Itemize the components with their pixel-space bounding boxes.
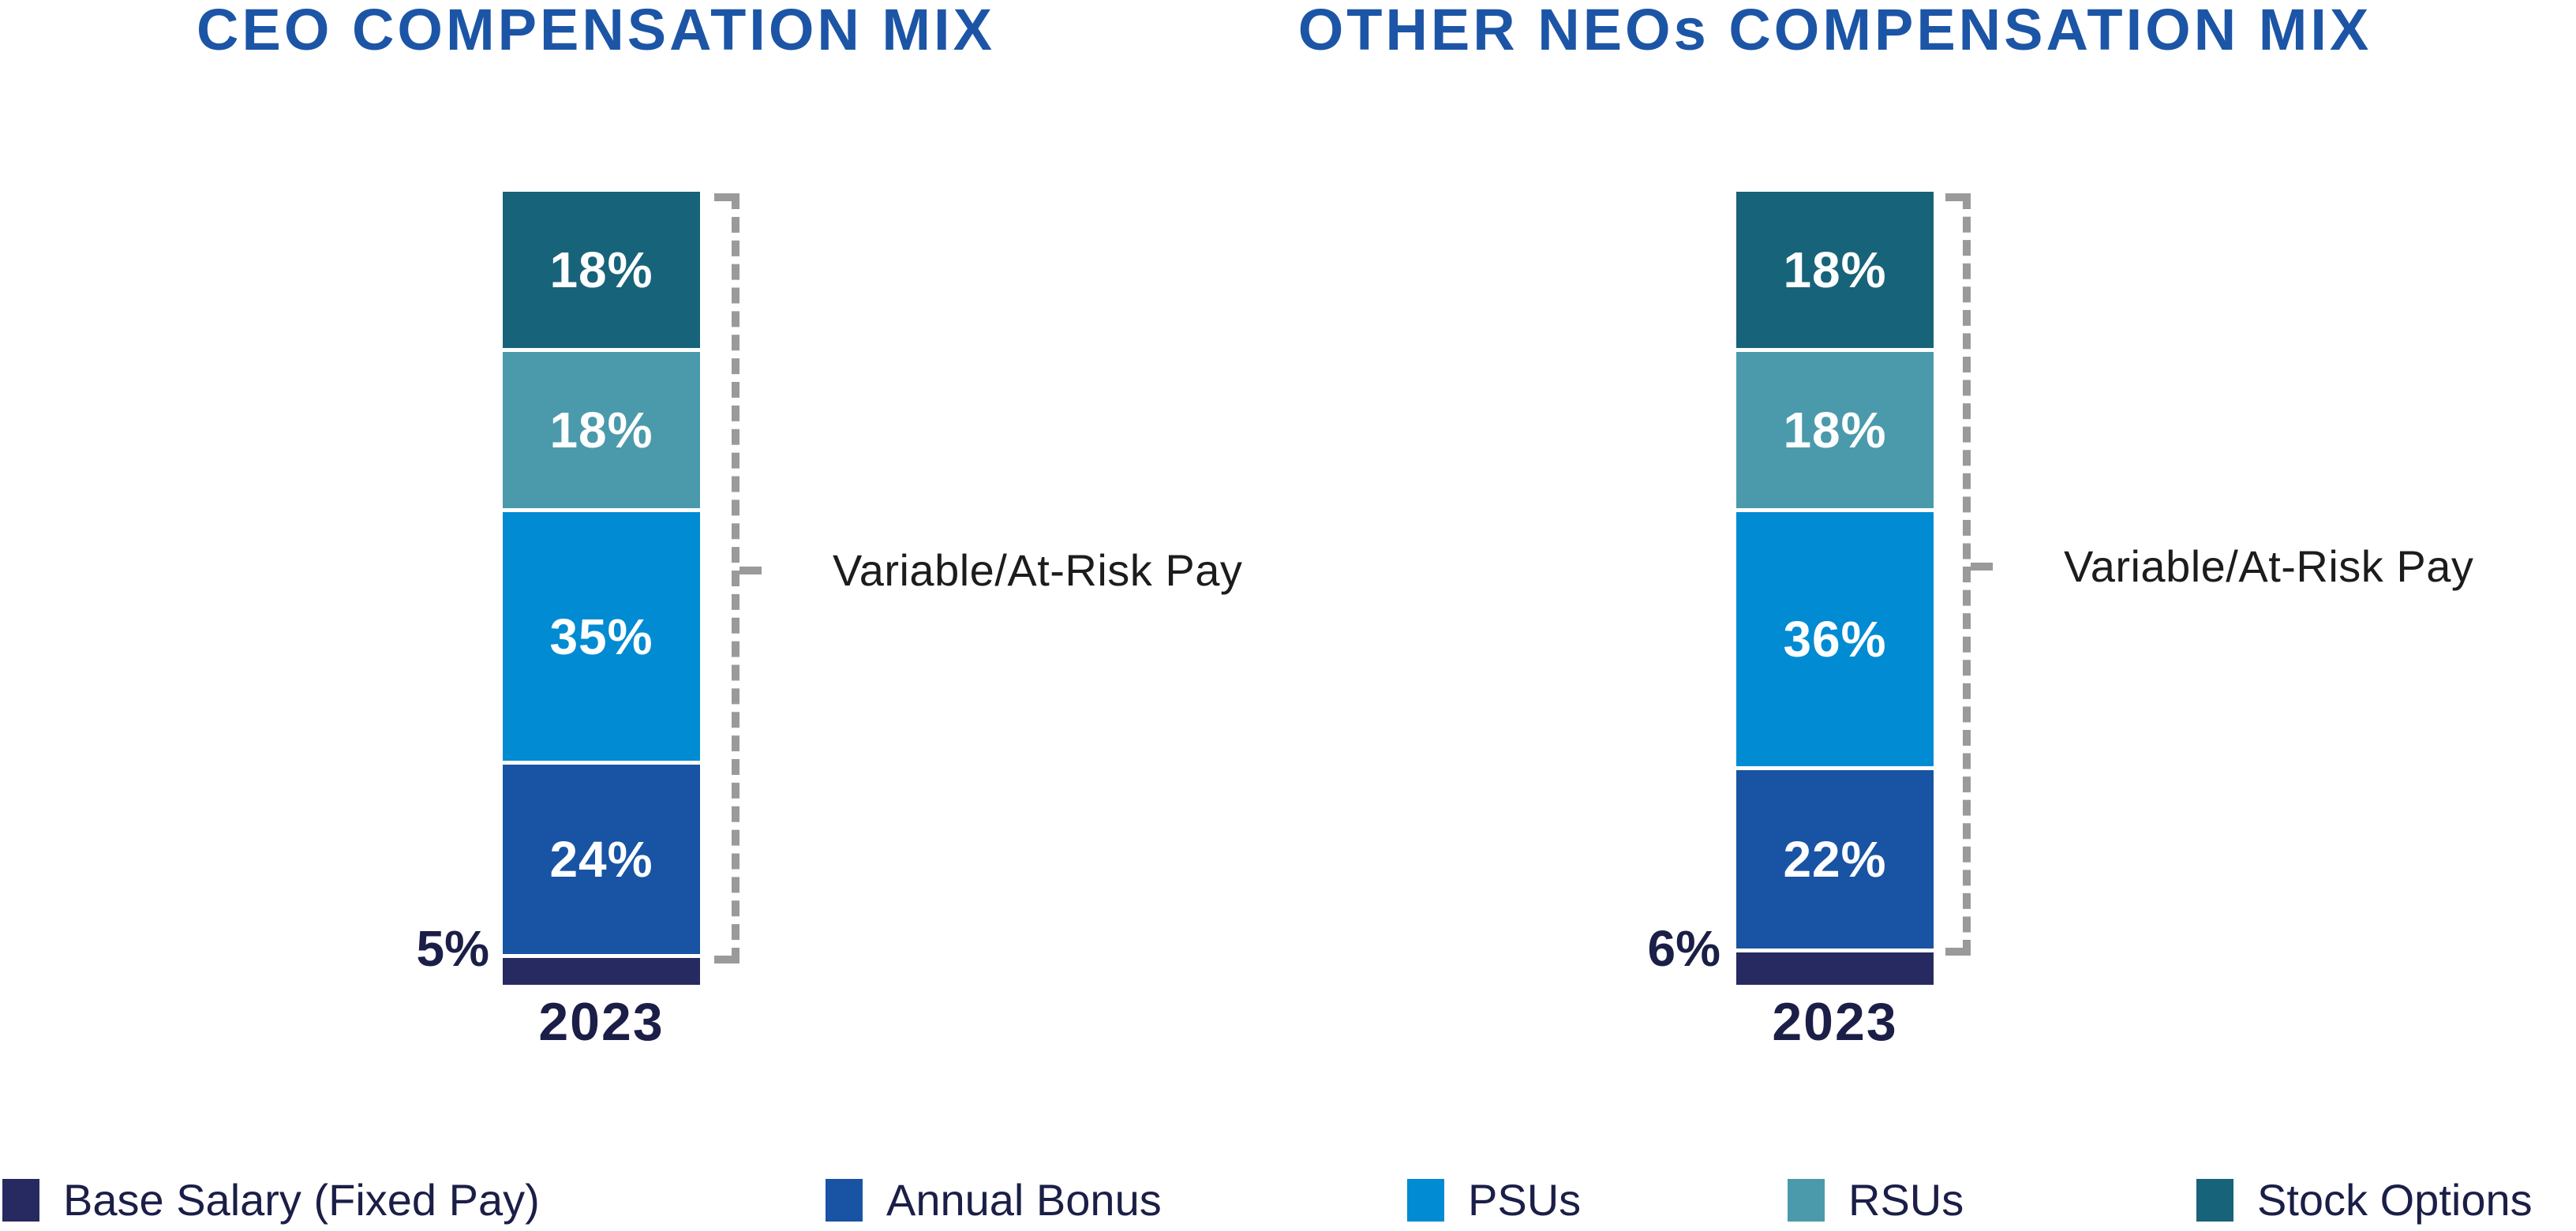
segment-value-label: 36% [1783, 611, 1887, 668]
legend-label: Annual Bonus [886, 1175, 1162, 1225]
variable-pay-bracket [714, 193, 739, 963]
legend-label: RSUs [1848, 1175, 1964, 1225]
segment-value-label: 18% [549, 402, 653, 459]
ceo-compensation-chart: CEO COMPENSATION MIX 18% 18% 35% 24% 5% 202… [0, 0, 1242, 1105]
legend-swatch-psus [1407, 1179, 1444, 1222]
variable-pay-label: Variable/At-Risk Pay [833, 544, 1243, 595]
bar-segment-base-salary-fixed-pay- [1736, 952, 1934, 985]
x-axis-year-label: 2023 [538, 992, 665, 1052]
bar-segment-rsus: 18% [503, 352, 700, 509]
legend-swatch-stock-options [2196, 1179, 2233, 1222]
legend-label: Stock Options [2257, 1175, 2533, 1225]
legend-item-annual-bonus: Annual Bonus [826, 1177, 1162, 1223]
bar-segment-stock-options: 18% [503, 192, 700, 349]
legend-item-rsus: RSUs [1788, 1177, 1964, 1223]
stacked-bar: 18% 18% 35% 24% [503, 192, 700, 985]
x-axis-year-label: 2023 [1772, 992, 1898, 1052]
segment-value-label: 18% [1783, 241, 1887, 298]
chart-title: OTHER NEOs COMPENSATION MIX [1297, 0, 2372, 62]
bar-segment-annual-bonus: 22% [1736, 770, 1934, 949]
other-neos-compensation-chart: OTHER NEOs COMPENSATION MIX 18% 18% 36% 22%… [1231, 0, 2473, 1105]
bar-segment-stock-options: 18% [1736, 192, 1934, 349]
bar-segment-rsus: 18% [1736, 352, 1934, 509]
legend-label: Base Salary (Fixed Pay) [63, 1175, 540, 1225]
variable-pay-label: Variable/At-Risk Pay [2064, 541, 2474, 591]
chart-title: CEO COMPENSATION MIX [197, 0, 995, 62]
bar-segment-annual-bonus: 24% [503, 765, 700, 954]
bar-segment-psus: 35% [503, 512, 700, 761]
bracket-tick [739, 566, 762, 574]
bar-segment-base-salary-fixed-pay- [503, 957, 700, 985]
variable-pay-bracket [1945, 193, 1971, 956]
legend-swatch-rsus [1788, 1179, 1825, 1222]
legend-item-base-salary: Base Salary (Fixed Pay) [2, 1177, 540, 1223]
base-salary-outside-label: 5% [416, 920, 490, 977]
segment-value-label: 35% [549, 608, 653, 665]
segment-value-label: 22% [1783, 830, 1887, 888]
segment-value-label: 24% [549, 830, 653, 888]
bracket-tick [1971, 562, 1993, 571]
base-salary-outside-label: 6% [1647, 920, 1721, 977]
legend-label: PSUs [1468, 1175, 1582, 1225]
segment-value-label: 18% [549, 241, 653, 298]
legend-swatch-base-salary [2, 1179, 39, 1222]
legend-item-psus: PSUs [1407, 1177, 1581, 1223]
bar-segment-psus: 36% [1736, 512, 1934, 767]
legend-swatch-annual-bonus [826, 1179, 863, 1222]
legend-item-stock-options: Stock Options [2196, 1177, 2533, 1223]
segment-value-label: 18% [1783, 402, 1887, 459]
stacked-bar: 18% 18% 36% 22% [1736, 192, 1934, 985]
